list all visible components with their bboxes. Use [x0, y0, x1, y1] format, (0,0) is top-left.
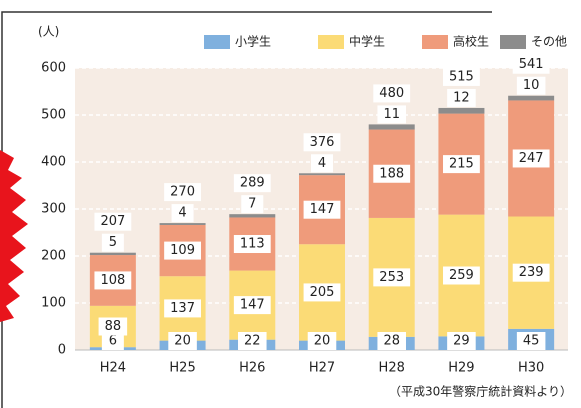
value-label: 88: [105, 319, 122, 334]
legend-label: 高校生: [453, 34, 489, 49]
y-tick-label: 100: [41, 296, 66, 311]
legend-label: 小学生: [235, 34, 271, 49]
bar-segment: [438, 108, 484, 114]
value-label: 29: [453, 334, 470, 349]
value-label: 137: [170, 301, 195, 316]
x-tick-label: H28: [379, 361, 405, 376]
y-tick-label: 300: [41, 202, 66, 217]
value-label: 113: [240, 237, 265, 252]
bar-segment: [229, 214, 275, 217]
bar-segment: [90, 253, 136, 255]
y-tick-label: 0: [58, 343, 66, 358]
value-label: 12: [453, 90, 470, 105]
x-tick-label: H30: [518, 361, 544, 376]
y-tick-label: 200: [41, 249, 66, 264]
value-label: 22: [244, 334, 261, 349]
value-label: 108: [100, 273, 125, 288]
value-label: 147: [240, 298, 265, 313]
y-tick-label: 400: [41, 155, 66, 170]
value-label: 11: [383, 107, 400, 122]
value-label: 188: [379, 166, 404, 181]
total-label: 289: [240, 176, 265, 191]
value-label: 4: [318, 156, 326, 171]
value-label: 247: [519, 151, 544, 166]
unit-label: (人): [38, 25, 59, 39]
chart: (人) （平成30年警察庁統計資料より） 0 100 200 300 400 500 600…: [0, 0, 581, 408]
legend-swatch: [318, 35, 344, 49]
y-tick-label: 600: [41, 61, 66, 76]
legend-swatch: [422, 35, 448, 49]
legend-label: 中学生: [349, 34, 385, 49]
total-label: 270: [170, 185, 195, 200]
total-label: 541: [519, 57, 544, 72]
value-label: 10: [523, 78, 540, 93]
legend-swatch: [204, 35, 230, 49]
value-label: 205: [310, 285, 335, 300]
value-label: 239: [519, 265, 544, 280]
value-label: 7: [248, 197, 256, 212]
value-label: 4: [178, 206, 186, 221]
value-label: 147: [310, 202, 335, 217]
x-tick-label: H29: [448, 361, 474, 376]
bar-segment: [369, 124, 415, 129]
value-label: 109: [170, 243, 195, 258]
total-label: 480: [379, 86, 404, 101]
source-note: （平成30年警察庁統計資料より）: [389, 384, 572, 399]
value-label: 253: [379, 270, 404, 285]
value-label: 45: [523, 334, 540, 349]
total-label: 515: [449, 69, 474, 84]
value-label: 5: [109, 235, 117, 250]
bar-segment: [508, 96, 554, 101]
value-label: 6: [109, 334, 117, 349]
x-tick-label: H26: [239, 361, 265, 376]
y-tick-label: 500: [41, 108, 66, 123]
value-label: 215: [449, 157, 474, 172]
legend-label: その他: [531, 35, 567, 49]
value-label: 20: [314, 334, 331, 349]
x-tick-label: H25: [169, 361, 195, 376]
value-label: 28: [383, 334, 400, 349]
bar-segment: [160, 223, 206, 225]
total-label: 207: [100, 214, 125, 229]
value-label: 20: [174, 334, 191, 349]
legend-swatch: [500, 35, 526, 49]
value-label: 259: [449, 268, 474, 283]
total-label: 376: [310, 135, 335, 150]
x-tick-label: H27: [309, 361, 335, 376]
x-tick-label: H24: [100, 361, 126, 376]
bar-segment: [299, 173, 345, 175]
decoration: [0, 150, 28, 322]
